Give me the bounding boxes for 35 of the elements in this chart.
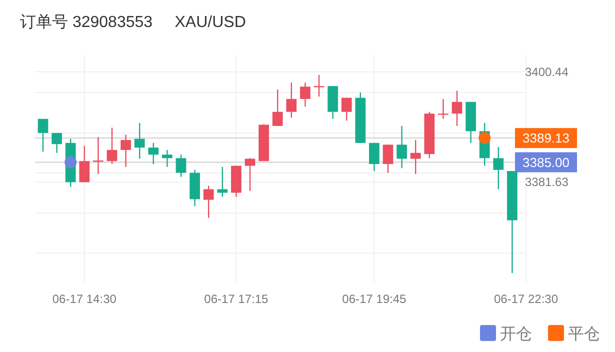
x-tick-label: 06-17 17:15 — [204, 292, 269, 306]
candlestick — [120, 134, 131, 168]
candlestick — [493, 146, 504, 190]
candlestick — [438, 98, 448, 120]
candlestick — [106, 127, 118, 165]
candlestick — [244, 158, 256, 192]
y-tick-label: 3381.63 — [525, 175, 569, 190]
candlestick — [162, 149, 172, 168]
candlestick — [396, 125, 407, 169]
candlestick — [382, 144, 394, 174]
candlestick — [410, 139, 421, 175]
candlestick — [314, 74, 324, 98]
candlestick — [52, 132, 62, 154]
candlestick — [176, 154, 186, 178]
y-tick-label: 3400.44 — [525, 64, 569, 79]
candlestick — [341, 97, 352, 122]
ref-line-label: 3389.13 — [522, 130, 570, 146]
candlestick — [452, 90, 462, 127]
candlestick — [79, 145, 90, 183]
x-tick-label: 06-17 19:45 — [342, 292, 407, 306]
candlestick — [300, 82, 310, 108]
candlestick — [272, 88, 283, 127]
legend-label: 开仓 — [500, 326, 532, 343]
candlestick — [369, 142, 380, 172]
x-tick-label: 06-17 14:30 — [52, 292, 117, 306]
legend-label: 平仓 — [568, 326, 600, 343]
candlestick — [38, 118, 48, 152]
candlestick — [134, 122, 145, 160]
candlestick — [217, 166, 228, 198]
candlestick — [203, 185, 214, 219]
x-tick-label: 06-17 22:30 — [494, 292, 558, 306]
candlestick — [286, 82, 297, 118]
chart-title: 订单号 329083553 XAU/USD — [20, 13, 246, 31]
ref-line-label: 3385.00 — [522, 154, 570, 170]
candlestick — [148, 142, 159, 165]
